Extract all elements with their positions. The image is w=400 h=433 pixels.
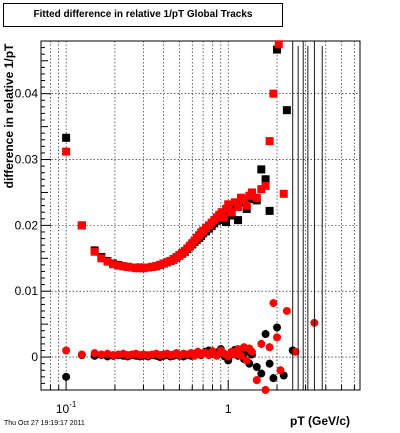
data-point-square	[239, 196, 248, 205]
x-tick-label-exponent: -1	[69, 400, 77, 409]
x-axis-label: pT (GeV/c)	[290, 414, 351, 428]
timestamp: Thu Oct 27 19:19:17 2011	[4, 420, 85, 427]
data-point-square	[144, 263, 153, 272]
data-point-circle	[282, 306, 291, 315]
data-point-square	[217, 208, 226, 217]
data-point-square	[224, 200, 233, 209]
data-point-square	[257, 185, 266, 194]
data-point-square	[279, 189, 288, 198]
data-point-circle	[261, 386, 270, 394]
data-point-circle	[269, 299, 278, 308]
y-tick-label: 0.03	[15, 153, 39, 167]
data-point-square	[119, 262, 128, 271]
data-point-square	[109, 260, 118, 269]
data-point-square	[139, 264, 148, 273]
data-point-square	[269, 89, 278, 98]
y-tick-label: 0.04	[15, 87, 39, 101]
data-point-square	[252, 193, 261, 202]
data-point-square	[274, 40, 283, 49]
data-point-square	[265, 206, 274, 215]
data-point-square	[128, 263, 137, 272]
data-point-square	[247, 188, 256, 197]
data-point-circle	[257, 339, 266, 348]
data-point-circle	[252, 362, 261, 371]
data-point-circle	[90, 349, 99, 358]
axes: 0 0.01 0.02 0.03 0.04 10-1 1	[15, 40, 361, 416]
data-point-circle	[247, 347, 256, 356]
data-point-circle	[273, 323, 282, 332]
data-point-square	[114, 261, 123, 270]
data-point-square	[77, 221, 86, 230]
data-point-square	[123, 262, 132, 271]
x-tick-label: 1	[225, 402, 232, 416]
data-point-circle	[62, 372, 71, 381]
y-tick-label: 0.01	[15, 284, 39, 298]
x-tick-label: 10-1	[56, 400, 77, 416]
data-point-circle	[257, 369, 266, 378]
data-point-circle	[252, 376, 261, 385]
data-point-square	[222, 218, 231, 227]
data-point-square	[230, 198, 239, 207]
data-point-square	[282, 106, 291, 115]
data-point-circle	[276, 366, 285, 375]
data-point-circle	[97, 350, 106, 359]
data-point-square	[62, 133, 71, 142]
data-point-square	[257, 165, 266, 174]
data-point-circle	[242, 356, 251, 365]
data-point-square	[227, 208, 236, 217]
data-point-circle	[269, 374, 278, 383]
data-point-square	[222, 204, 231, 213]
data-point-circle	[62, 346, 71, 355]
data-point-circle	[77, 350, 86, 359]
grid	[41, 41, 360, 390]
data-point-square	[62, 147, 71, 156]
chart-title: Fitted difference in relative 1/pT Globa…	[3, 3, 283, 27]
data-marks	[62, 40, 323, 394]
data-point-square	[242, 201, 251, 210]
data-point-square	[261, 181, 270, 190]
data-point-square	[273, 45, 282, 54]
y-tick-label: 0	[31, 350, 38, 364]
data-point-square	[219, 213, 228, 222]
data-point-circle	[261, 330, 270, 339]
data-point-square	[90, 247, 99, 256]
data-point-circle	[265, 359, 274, 368]
data-point-circle	[273, 333, 282, 342]
data-point-circle	[265, 343, 274, 352]
data-point-square	[97, 254, 106, 263]
data-point-circle	[237, 351, 246, 360]
data-point-square	[103, 257, 112, 266]
data-point-square	[148, 262, 157, 271]
plot-frame	[40, 40, 361, 391]
data-point-square	[234, 202, 243, 211]
y-tick-label: 0.02	[15, 218, 39, 232]
data-point-square	[234, 216, 243, 225]
data-point-circle	[291, 347, 300, 356]
data-point-square	[265, 137, 274, 146]
data-point-square	[261, 175, 270, 184]
